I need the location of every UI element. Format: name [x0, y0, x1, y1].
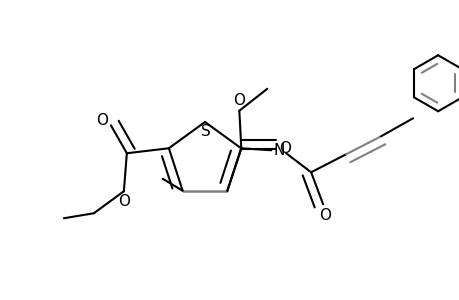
Text: O: O — [279, 141, 291, 156]
Text: O: O — [319, 208, 330, 223]
Text: S: S — [201, 124, 210, 139]
Text: O: O — [118, 194, 129, 209]
Text: N: N — [273, 143, 284, 158]
Text: O: O — [233, 93, 245, 108]
Text: O: O — [95, 113, 107, 128]
